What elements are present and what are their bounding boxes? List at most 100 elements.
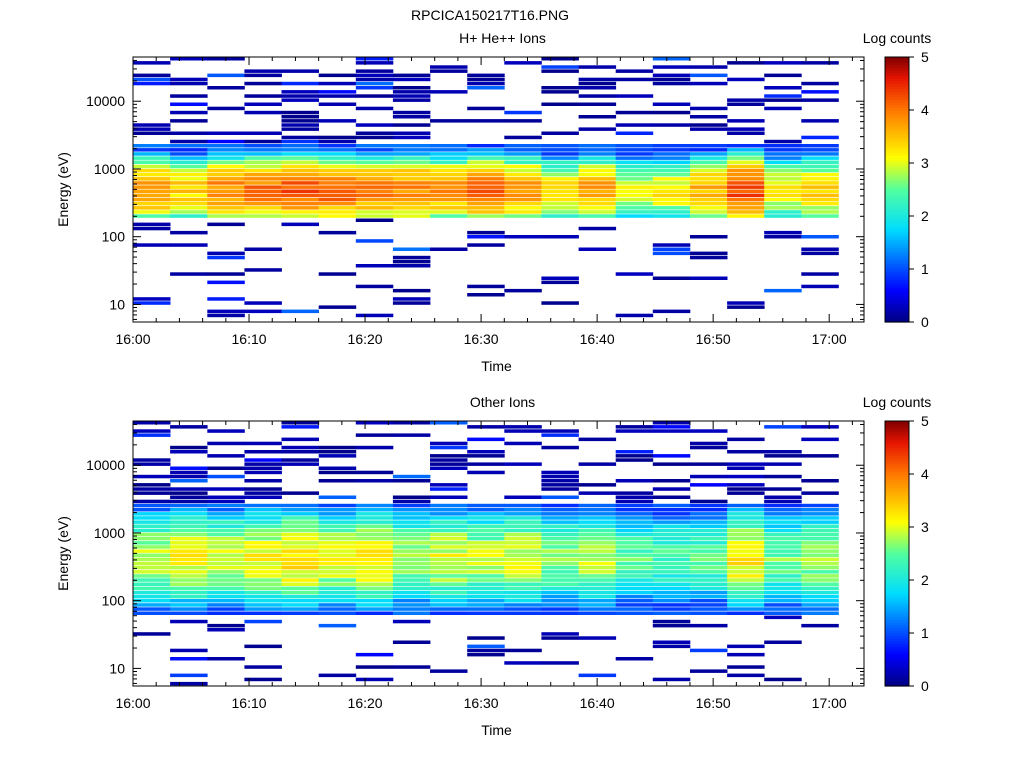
spectrogram-cell (281, 144, 319, 148)
spectrogram-cell (430, 516, 468, 520)
spectrogram-cell (133, 433, 171, 437)
colorbar-tick-label: 5 (921, 413, 929, 429)
spectrogram-cell (318, 466, 357, 470)
spectrogram-cell (355, 470, 394, 475)
colorbar-frame (884, 420, 910, 687)
spectrogram-cell (281, 139, 319, 144)
spectrogram-cell (392, 582, 431, 586)
spectrogram-cell (355, 69, 394, 73)
spectrogram-cell (652, 309, 691, 314)
spectrogram-cell (615, 590, 654, 595)
spectrogram-cell (504, 168, 542, 173)
spectrogram-cell (244, 599, 282, 603)
colorbar-step (885, 213, 909, 217)
colorbar-tick-label: 3 (921, 519, 929, 535)
spectrogram-cell (281, 123, 319, 127)
spectrogram-cell (578, 520, 617, 524)
spectrogram-cell (392, 301, 431, 305)
spectrogram-cell (207, 520, 245, 524)
spectrogram-cell (355, 131, 394, 135)
spectrogram-cell (541, 193, 579, 198)
spectrogram-cell (578, 201, 617, 206)
colorbar-step (885, 569, 909, 573)
spectrogram-cell (801, 177, 839, 181)
spectrogram-cell (318, 210, 357, 214)
colorbar-step (885, 91, 909, 95)
spectrogram-cell (244, 570, 282, 574)
spectrogram-cell (764, 235, 802, 239)
spectrogram-cell (764, 201, 802, 206)
spectrogram-cell (764, 561, 802, 566)
spectrogram-panel-1: 16:00 16:10 16:20 16:30 16:40 16:50 17:0010100… (55, 30, 931, 374)
spectrogram-cell (727, 164, 765, 169)
spectrogram-cell (690, 160, 728, 164)
spectrogram-cell (355, 652, 394, 657)
spectrogram-cell (392, 255, 431, 260)
spectrogram-cell (207, 503, 245, 508)
spectrogram-cell (504, 503, 542, 508)
spectrogram-cell (504, 528, 542, 533)
spectrogram-cell (541, 594, 579, 599)
colorbar-step (885, 593, 909, 597)
colorbar-step (885, 197, 909, 201)
spectrogram-cell (652, 599, 691, 603)
spectrogram-cell (764, 553, 802, 557)
spectrogram-cell (578, 177, 617, 181)
spectrogram-cell (764, 454, 802, 458)
spectrogram-cell (430, 247, 468, 251)
spectrogram-cell (690, 503, 728, 508)
colorbar-step (885, 152, 909, 156)
spectrogram-cell (652, 553, 691, 557)
spectrogram-cell (244, 487, 282, 491)
spectrogram-cell (615, 164, 654, 169)
spectrogram-cell (207, 139, 245, 144)
spectrogram-cell (690, 536, 728, 541)
spectrogram-cell (281, 115, 319, 119)
spectrogram-cell (541, 152, 579, 156)
spectrogram-cell (392, 210, 431, 214)
colorbar-step (885, 622, 909, 626)
spectrogram-cell (652, 206, 691, 210)
spectrogram-cell (578, 160, 617, 164)
spectrogram-cell (244, 545, 282, 549)
spectrogram-cell (801, 603, 839, 607)
spectrogram-cell (355, 541, 394, 545)
spectrogram-cell (392, 594, 431, 599)
spectrogram-cell (430, 177, 468, 181)
spectrogram-cell (578, 86, 617, 90)
spectrogram-cell (690, 441, 728, 446)
colorbar-step (885, 627, 909, 631)
spectrogram-cell (541, 524, 579, 528)
x-tick-label: 16:40 (580, 695, 615, 711)
spectrogram-cell (727, 557, 765, 562)
spectrogram-cell (207, 272, 245, 276)
spectrogram-cell (318, 454, 357, 458)
spectrogram-cell (764, 615, 802, 620)
spectrogram-cell (170, 193, 208, 198)
colorbar-step (885, 537, 909, 541)
spectrogram-cell (541, 160, 579, 164)
spectrogram-cell (727, 201, 765, 206)
spectrogram-cell (764, 210, 802, 214)
spectrogram-cell (727, 450, 765, 454)
colorbar-step (885, 263, 909, 267)
spectrogram-cell (652, 640, 691, 644)
spectrogram-cell (578, 574, 617, 578)
spectrogram-cell (764, 450, 802, 454)
spectrogram-cell (504, 425, 542, 429)
spectrogram-cell (541, 549, 579, 553)
spectrogram-cell (615, 516, 654, 520)
spectrogram-cell (355, 197, 394, 202)
spectrogram-cell (727, 98, 765, 102)
spectrogram-cell (801, 528, 839, 533)
spectrogram-cell (727, 673, 765, 678)
spectrogram-cell (615, 156, 654, 160)
spectrogram-cell (652, 247, 691, 251)
spectrogram-cell (578, 94, 617, 98)
spectrogram-cell (764, 98, 802, 102)
spectrogram-cell (318, 470, 357, 475)
colorbar-step (885, 102, 909, 106)
spectrogram-cell (652, 148, 691, 152)
spectrogram-cell (652, 545, 691, 549)
spectrogram-cell (170, 470, 208, 475)
